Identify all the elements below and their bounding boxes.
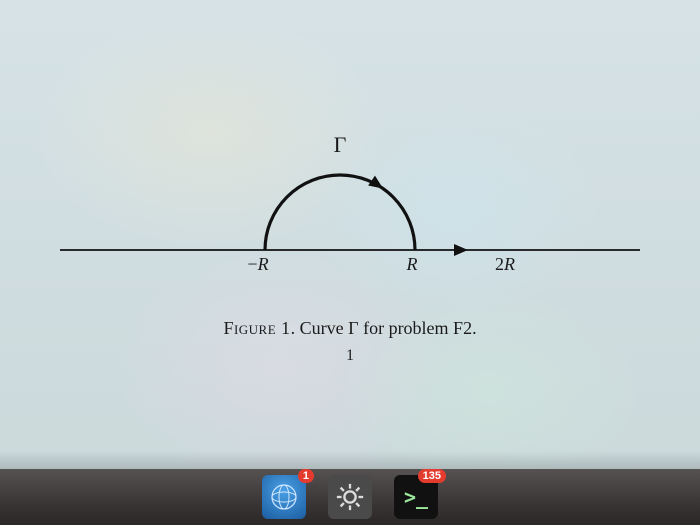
caption-before: Curve [300,318,349,338]
dock-badge-terminal: 135 [418,469,446,483]
tick-r: R [406,254,418,274]
figure-caption-text: Curve Γ for problem F2. [300,318,477,338]
macos-dock: 1 >_ 135 [0,469,700,525]
tick-minus-r: −R [247,254,268,274]
dock-app-terminal[interactable]: >_ 135 [394,475,438,519]
page-number: 1 [0,347,700,365]
dock-badge-blue: 1 [298,469,314,483]
dock-app-blue[interactable]: 1 [262,475,306,519]
terminal-icon: >_ [404,485,428,509]
caption-symbol: Γ [348,318,358,338]
axis-arrowhead [454,244,468,256]
tick-2r: 2R [495,254,515,274]
gear-icon [335,482,365,512]
figure-caption: Figure 1. Curve Γ for problem F2. 1 [0,318,700,365]
globe-icon [270,483,298,511]
taskbar-shadow [0,451,700,469]
gamma-label: Γ [334,132,347,157]
figure-label: Figure 1. [223,318,295,338]
caption-after: for problem F2. [359,318,477,338]
figure-diagram: Γ −R R 2R [60,130,640,330]
dock-app-settings[interactable] [328,475,372,519]
figure-svg: Γ −R R 2R [60,130,640,330]
gamma-arc [265,175,415,250]
